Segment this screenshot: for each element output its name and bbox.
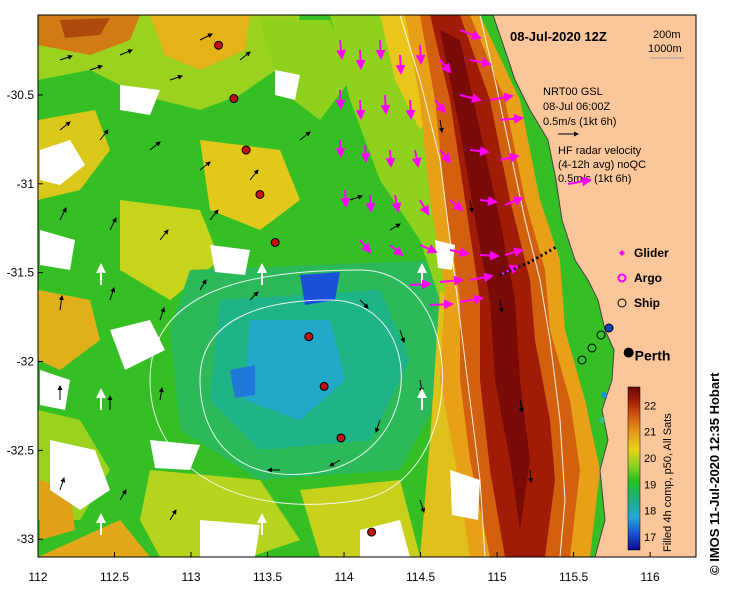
colorbar-tick-label: 17	[644, 532, 656, 544]
station-dot	[255, 189, 265, 199]
credit-text: © IMOS 11-Jul-2020 12:35 Hobart	[707, 372, 722, 576]
station-markers	[214, 40, 377, 537]
current-legend: NRT00 GSL 08-Jul 06:00Z 0.5m/s (1kt 6h) …	[543, 86, 646, 187]
y-tick-label: -32	[17, 355, 35, 369]
symbol-legend: Glider Argo Ship	[617, 246, 669, 310]
x-axis: 112 112.5 113 113.5 114 114.5 115 115.5 116	[28, 552, 660, 584]
colorbar-label: Filled 4h comp, p50, All Sats	[662, 413, 674, 552]
colorbar-tick-label: 18	[644, 506, 656, 518]
x-tick-label: 116	[641, 570, 660, 584]
white-arrows	[96, 263, 427, 535]
station-dot	[241, 145, 251, 155]
perth-label: Perth	[635, 348, 671, 364]
coastline	[492, 15, 615, 557]
x-tick-label: 114.5	[406, 570, 435, 584]
y-tick-label: -31	[17, 177, 35, 191]
y-tick-label: -30.5	[7, 88, 35, 102]
radar-scale-arrow	[567, 176, 592, 187]
current-scale: 0.5m/s (1kt 6h)	[543, 116, 616, 128]
coastal-markers	[577, 323, 614, 423]
y-axis: -30.5 -31 -31.5 -32 -32.5 -33	[7, 88, 43, 546]
argo-label: Argo	[634, 271, 662, 285]
current-time: 08-Jul 06:00Z	[543, 101, 611, 113]
glider-label: Glider	[634, 246, 669, 260]
colorbar-ticks: 22 21 20 19 18 17	[644, 400, 656, 543]
colorbar-tick-label: 20	[644, 453, 656, 465]
leeuwin-warm-band	[405, 15, 600, 557]
current-source: NRT00 GSL	[543, 86, 603, 98]
date-time-label: 08-Jul-2020 12Z	[510, 29, 607, 44]
x-tick-label: 115	[487, 570, 506, 584]
y-tick-label: -31.5	[7, 266, 35, 280]
radar-title-2: (4-12h avg) noQC	[558, 159, 646, 171]
magenta-ring-icon	[617, 273, 627, 283]
radar-title-1: HF radar velocity	[558, 145, 642, 157]
black-ring-icon	[617, 298, 627, 308]
y-tick-label: -32.5	[7, 443, 35, 457]
magenta-diamond-icon	[619, 250, 625, 256]
x-tick-label: 113.5	[253, 570, 282, 584]
colorbar-tick-label: 21	[644, 427, 656, 439]
station-dot	[367, 527, 377, 537]
depth-1000m-label: 1000m	[648, 43, 682, 55]
x-tick-label: 114	[334, 570, 353, 584]
colorbar-tick-label: 19	[644, 479, 656, 491]
land-mass	[493, 15, 696, 557]
depth-200m-label: 200m	[653, 29, 681, 41]
perth-marker: Perth	[623, 347, 671, 364]
station-dot	[229, 94, 239, 104]
x-tick-label: 113	[181, 570, 200, 584]
plot-frame	[37, 14, 697, 558]
glider-track	[499, 244, 559, 277]
x-tick-label: 112	[28, 570, 47, 584]
colorbar-ramp	[627, 386, 641, 551]
colorbar-tick-label: 22	[644, 400, 656, 412]
station-dot	[319, 381, 329, 391]
x-tick-label: 112.5	[100, 570, 129, 584]
ship-label: Ship	[634, 296, 660, 310]
y-tick-label: -33	[17, 532, 35, 546]
hf-radar-arrows	[335, 29, 524, 310]
station-dot	[304, 332, 314, 342]
cloud-gaps	[40, 70, 480, 557]
model-current-arrows	[57, 33, 534, 521]
colorbar: 22 21 20 19 18 17 Filled 4h comp, p50, All Sa…	[627, 386, 674, 552]
station-dot	[214, 40, 224, 50]
x-tick-label: 115.5	[559, 570, 588, 584]
station-dot	[336, 433, 346, 443]
station-dot	[270, 237, 280, 247]
